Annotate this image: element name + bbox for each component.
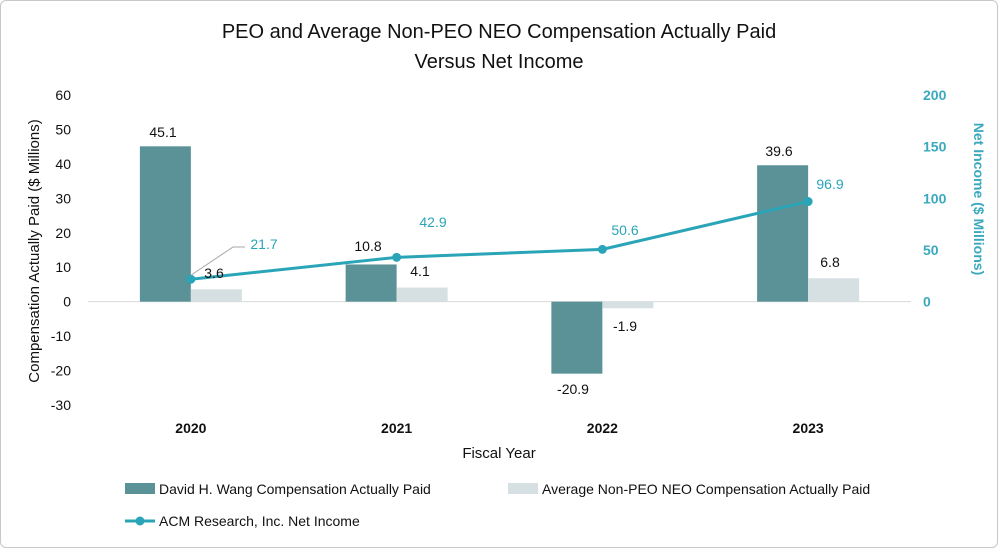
data-label-peo-2021: 10.8 xyxy=(354,238,381,254)
chart-title-line-2: Versus Net Income xyxy=(415,51,584,73)
legend-item-2[interactable]: Average Non-PEO NEO Compensation Actuall… xyxy=(508,481,870,497)
legend-swatch xyxy=(125,483,155,494)
legend-item-3[interactable]: ACM Research, Inc. Net Income xyxy=(125,513,360,529)
data-label-peo-2020: 45.1 xyxy=(149,124,176,140)
data-label-net-income-2021: 42.9 xyxy=(419,214,446,230)
data-label-peo-2023: 39.6 xyxy=(765,143,792,159)
y-tick-label: 10 xyxy=(55,259,71,275)
net-income-point-2021 xyxy=(392,252,402,262)
legend-label: David H. Wang Compensation Actually Paid xyxy=(159,481,431,497)
bar-peo-2023 xyxy=(757,165,809,302)
y-tick-label: 0 xyxy=(63,294,71,310)
net-income-point-2023 xyxy=(803,197,813,207)
legend-marker xyxy=(135,516,145,526)
x-tick-label-2022: 2022 xyxy=(587,420,618,436)
y-tick-label: 40 xyxy=(55,156,71,172)
y-axis-title: Compensation Actually Paid ($ Millions) xyxy=(26,119,43,382)
bar-non-peo-2022 xyxy=(602,301,654,309)
y-tick-label: -10 xyxy=(51,328,71,344)
chart-title-line-1: PEO and Average Non-PEO NEO Compensation… xyxy=(222,21,776,43)
y-tick-label: -20 xyxy=(51,363,71,379)
data-label-net-income-2022: 50.6 xyxy=(611,222,638,238)
y2-tick-label: 200 xyxy=(923,87,947,103)
bar-non-peo-2021 xyxy=(396,287,448,302)
bar-peo-2021 xyxy=(345,264,397,302)
data-label-non-peo-2021: 4.1 xyxy=(410,263,430,279)
bar-non-peo-2020 xyxy=(190,289,242,302)
x-tick-label-2021: 2021 xyxy=(381,420,412,436)
legend-swatch xyxy=(508,483,538,494)
x-tick-label-2023: 2023 xyxy=(793,420,824,436)
y2-tick-label: 150 xyxy=(923,139,947,155)
bars xyxy=(139,146,860,374)
legend[interactable]: David H. Wang Compensation Actually Paid… xyxy=(125,481,870,529)
label-leader-line xyxy=(190,246,245,276)
y-tick-label: 30 xyxy=(55,190,71,206)
data-label-non-peo-2020: 3.6 xyxy=(204,265,224,281)
net-income-point-2022 xyxy=(597,244,607,254)
bar-peo-2022 xyxy=(551,301,603,374)
chart-title: PEO and Average Non-PEO NEO Compensation… xyxy=(222,21,776,73)
data-labels: 45.1 10.8 -20.9 39.6 3.6 4.1 -1.9 6.8 21.7 42.9 50… xyxy=(149,124,843,397)
x-tick-label-2020: 2020 xyxy=(175,420,206,436)
legend-item-1[interactable]: David H. Wang Compensation Actually Paid xyxy=(125,481,431,497)
y2-tick-label: 50 xyxy=(923,242,939,258)
net-income-polyline xyxy=(190,200,809,281)
data-label-non-peo-2022: -1.9 xyxy=(613,318,637,334)
data-label-non-peo-2023: 6.8 xyxy=(820,254,840,270)
axes: -30 -20 -10 0 10 20 30 40 50 60 0 50 100 150 200 Compen… xyxy=(26,87,987,462)
y-tick-label: -30 xyxy=(51,397,71,413)
bar-non-peo-2023 xyxy=(808,278,860,302)
y-tick-label: 50 xyxy=(55,121,71,137)
data-label-net-income-2020: 21.7 xyxy=(250,236,277,252)
bar-peo-2020 xyxy=(139,146,191,302)
y-tick-label: 20 xyxy=(55,225,71,241)
data-label-peo-2022: -20.9 xyxy=(557,381,589,397)
y2-tick-label: 100 xyxy=(923,190,947,206)
y-tick-label: 60 xyxy=(55,87,71,103)
legend-label: ACM Research, Inc. Net Income xyxy=(159,513,360,529)
net-income-point-2020 xyxy=(186,274,196,284)
data-label-net-income-2023: 96.9 xyxy=(816,176,843,192)
x-axis-title: Fiscal Year xyxy=(462,445,535,462)
net-income-line xyxy=(186,197,813,284)
y2-axis-title: Net Income ($ Millions) xyxy=(971,123,987,275)
legend-label: Average Non-PEO NEO Compensation Actuall… xyxy=(542,481,870,497)
y2-tick-label: 0 xyxy=(923,294,931,310)
